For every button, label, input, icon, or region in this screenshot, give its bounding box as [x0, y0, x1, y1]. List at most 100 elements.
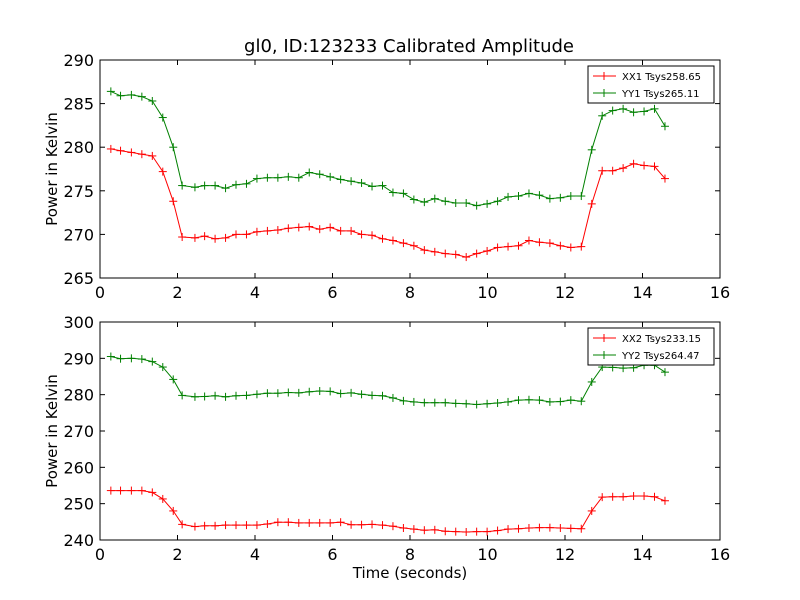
data-point-marker	[273, 518, 282, 527]
data-point-marker	[629, 492, 638, 501]
series-2	[106, 87, 669, 210]
x-tick-label: 16	[710, 545, 730, 564]
data-point-marker	[116, 91, 125, 100]
x-tick-label: 2	[172, 283, 182, 302]
data-point-marker	[357, 390, 366, 399]
data-point-marker	[221, 392, 230, 401]
y-tick-label: 290	[63, 349, 94, 368]
x-tick-label: 12	[555, 545, 575, 564]
series-1	[106, 144, 669, 262]
data-point-marker	[273, 226, 282, 235]
data-point-marker	[315, 225, 324, 234]
data-point-marker	[158, 167, 167, 176]
y-axis-label: Power in Kelvin	[43, 112, 61, 226]
data-point-marker	[535, 191, 544, 200]
data-point-marker	[462, 399, 471, 408]
data-point-marker	[336, 518, 345, 527]
data-point-marker	[305, 222, 314, 231]
data-point-marker	[608, 492, 617, 501]
data-point-marker	[326, 172, 335, 181]
series-2	[106, 352, 669, 409]
data-point-marker	[263, 520, 272, 529]
data-point-marker	[190, 392, 199, 401]
data-point-marker	[504, 242, 513, 251]
data-point-marker	[472, 201, 481, 210]
data-point-marker	[315, 518, 324, 527]
x-tick-label: 8	[405, 283, 415, 302]
data-point-marker	[493, 526, 502, 535]
data-point-marker	[556, 193, 565, 202]
data-point-marker	[178, 233, 187, 242]
data-point-marker	[148, 488, 157, 497]
data-point-marker	[137, 355, 146, 364]
data-point-marker	[137, 150, 146, 159]
data-point-marker	[284, 518, 293, 527]
data-point-marker	[640, 161, 649, 170]
data-point-marker	[305, 518, 314, 527]
y-tick-label: 280	[63, 138, 94, 157]
data-point-marker	[368, 231, 377, 240]
x-tick-label: 2	[172, 545, 182, 564]
data-point-marker	[178, 520, 187, 529]
x-tick-label: 0	[95, 283, 105, 302]
data-point-marker	[148, 357, 157, 366]
data-point-marker	[556, 397, 565, 406]
data-point-marker	[535, 238, 544, 247]
data-point-marker	[619, 164, 628, 173]
data-point-marker	[556, 241, 565, 250]
data-point-marker	[650, 104, 659, 113]
data-point-marker	[127, 148, 136, 157]
data-point-marker	[137, 486, 146, 495]
data-point-marker	[619, 104, 628, 113]
data-point-marker	[305, 168, 314, 177]
data-point-marker	[221, 521, 230, 530]
data-point-marker	[660, 368, 669, 377]
x-tick-label: 10	[477, 545, 497, 564]
legend: XX1 Tsys258.65 YY1 Tsys265.11	[587, 65, 715, 104]
data-point-marker	[514, 192, 523, 201]
data-point-marker	[566, 192, 575, 201]
data-point-marker	[242, 230, 251, 239]
data-point-marker	[441, 249, 450, 258]
data-point-marker	[211, 234, 220, 243]
data-point-marker	[347, 388, 356, 397]
data-point-marker	[127, 486, 136, 495]
data-point-marker	[190, 522, 199, 531]
data-point-marker	[566, 524, 575, 533]
data-point-marker	[347, 177, 356, 186]
legend-label: YY2 Tsys264.47	[621, 351, 700, 362]
data-point-marker	[190, 183, 199, 192]
data-point-marker	[650, 492, 659, 501]
y-tick-label: 265	[63, 269, 94, 288]
data-point-marker	[336, 226, 345, 235]
data-point-marker	[106, 486, 115, 495]
chart-1: 0 2 4 6 8 10 12 14 16 265 270 275 280 285 290 Power in …	[43, 51, 730, 302]
data-point-marker	[294, 173, 303, 182]
data-point-marker	[158, 363, 167, 372]
data-point-marker	[660, 496, 669, 505]
data-point-marker	[315, 170, 324, 179]
data-point-marker	[629, 108, 638, 117]
y-tick-label: 285	[63, 95, 94, 114]
data-point-marker	[294, 223, 303, 232]
data-point-marker	[378, 181, 387, 190]
data-point-marker	[430, 525, 439, 534]
data-point-marker	[232, 391, 241, 400]
y-tick-label: 280	[63, 386, 94, 405]
y-tick-label: 275	[63, 182, 94, 201]
data-point-marker	[483, 399, 492, 408]
data-point-marker	[451, 199, 460, 208]
data-point-marker	[263, 226, 272, 235]
data-point-marker	[524, 524, 533, 533]
x-tick-label: 8	[405, 545, 415, 564]
x-tick-label: 6	[327, 283, 337, 302]
data-point-marker	[284, 224, 293, 233]
data-point-marker	[178, 181, 187, 190]
data-point-marker	[116, 354, 125, 363]
data-point-marker	[169, 143, 178, 152]
data-point-marker	[524, 395, 533, 404]
data-point-marker	[577, 397, 586, 406]
data-point-marker	[242, 391, 251, 400]
